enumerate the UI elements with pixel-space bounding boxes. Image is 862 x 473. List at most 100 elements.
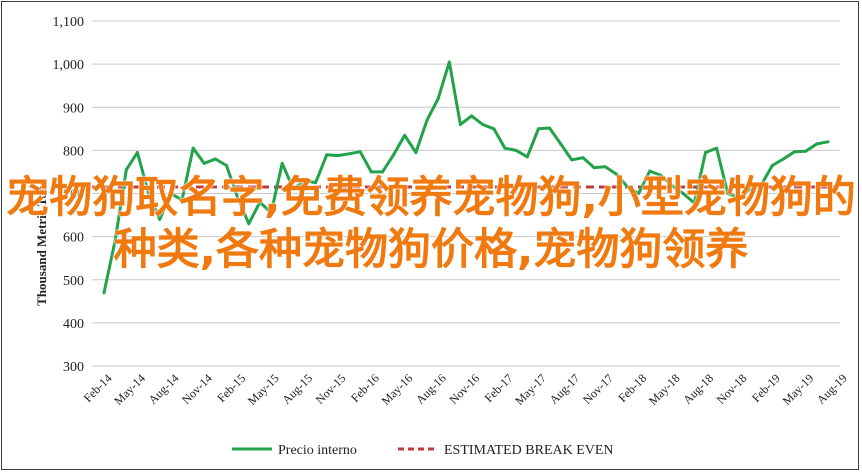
data-point <box>191 146 195 150</box>
x-tick-label: Feb-17 <box>482 371 516 405</box>
data-point <box>759 183 763 187</box>
data-point <box>336 154 340 158</box>
data-point <box>804 149 808 153</box>
x-tick-label: May-15 <box>245 371 282 408</box>
y-tick-label: 800 <box>63 144 84 159</box>
data-point <box>202 161 206 165</box>
series-lines <box>92 60 836 295</box>
y-axis-ticks: 300 400 500 600 700 800 900 1,000 1,100 <box>53 15 85 375</box>
data-point <box>325 153 329 157</box>
y-tick-label: 300 <box>63 360 84 375</box>
x-tick-label: May-16 <box>379 371 416 408</box>
data-point <box>414 151 418 155</box>
data-point <box>213 157 217 161</box>
x-tick-label: May-18 <box>646 371 683 408</box>
data-point <box>280 161 284 165</box>
y-tick-label: 400 <box>63 317 84 332</box>
data-point <box>748 187 752 191</box>
data-point <box>358 150 362 154</box>
data-point <box>447 60 451 64</box>
data-point <box>169 192 173 195</box>
y-axis-label: Thousand Metric Tons <box>34 180 49 306</box>
data-point <box>826 140 830 144</box>
series-line-precio-interno <box>102 60 830 295</box>
y-tick-label: 1,000 <box>53 58 85 73</box>
data-point <box>392 153 396 157</box>
data-point <box>514 148 518 152</box>
data-point <box>681 192 685 195</box>
x-tick-label: Aug-15 <box>279 371 315 407</box>
data-point <box>124 168 128 172</box>
y-tick-label: 900 <box>63 101 84 116</box>
x-tick-label: May-14 <box>111 371 148 408</box>
x-tick-label: Feb-15 <box>214 371 248 405</box>
y-tick-label: 500 <box>63 274 84 289</box>
x-tick-label: Feb-14 <box>81 371 115 405</box>
data-point <box>637 192 641 195</box>
x-tick-label: Nov-14 <box>179 371 215 407</box>
data-point <box>614 172 618 176</box>
data-point <box>436 97 440 101</box>
data-point <box>180 198 184 202</box>
data-point <box>369 170 373 174</box>
data-point <box>670 184 674 188</box>
data-point <box>581 156 585 160</box>
x-tick-label: Nov-15 <box>313 371 349 407</box>
data-point <box>347 152 351 156</box>
data-point <box>648 169 652 173</box>
data-point <box>503 146 507 150</box>
data-point <box>559 142 563 146</box>
gridlines <box>92 20 840 367</box>
y-tick-label: 1,100 <box>53 15 85 30</box>
data-point <box>781 157 785 161</box>
data-point <box>481 123 485 126</box>
x-tick-label: Nov-16 <box>446 371 482 407</box>
x-tick-label: Nov-17 <box>580 371 616 407</box>
data-point <box>793 150 797 154</box>
data-point <box>770 163 774 167</box>
data-point <box>258 200 262 204</box>
legend-label-precio-interno: Precio interno <box>278 443 357 458</box>
watermark-overlay-text: 宠物狗取名字,免费领养宠物狗,小型宠物狗的种类,各种宠物狗价格,宠物狗领养 <box>6 173 856 275</box>
x-tick-label: May-19 <box>780 371 817 408</box>
x-tick-label: Aug-18 <box>680 371 716 407</box>
data-point <box>314 181 318 185</box>
data-point <box>158 217 162 221</box>
y-tick-label: 700 <box>63 188 84 203</box>
data-point <box>302 179 306 183</box>
data-point <box>269 211 273 215</box>
x-tick-label: Feb-19 <box>749 371 783 405</box>
data-point <box>291 187 295 191</box>
data-point <box>536 127 540 131</box>
data-point <box>659 173 663 177</box>
data-point <box>737 196 741 200</box>
data-point <box>492 127 496 131</box>
data-point <box>236 196 240 200</box>
data-point <box>135 151 139 155</box>
data-point <box>692 201 696 205</box>
data-point <box>703 151 707 155</box>
data-point <box>458 123 462 126</box>
x-tick-label: Feb-18 <box>615 371 649 405</box>
data-point <box>247 222 251 226</box>
x-tick-label: May-17 <box>512 371 549 408</box>
x-tick-label: Feb-16 <box>348 371 382 405</box>
x-tick-label: Aug-17 <box>547 371 583 407</box>
x-tick-label: Aug-14 <box>146 371 182 407</box>
data-point <box>715 146 719 150</box>
data-point <box>603 165 607 169</box>
data-point <box>113 239 117 243</box>
data-point <box>592 166 596 170</box>
data-point <box>225 163 229 167</box>
data-point <box>470 114 474 118</box>
data-point <box>726 192 730 195</box>
x-tick-label: Aug-16 <box>413 371 449 407</box>
data-point <box>815 142 819 146</box>
x-tick-label: Aug-19 <box>814 371 850 407</box>
data-point <box>102 291 106 295</box>
y-tick-label: 600 <box>63 231 84 246</box>
legend: Precio interno ESTIMATED BREAK EVEN <box>232 443 614 458</box>
